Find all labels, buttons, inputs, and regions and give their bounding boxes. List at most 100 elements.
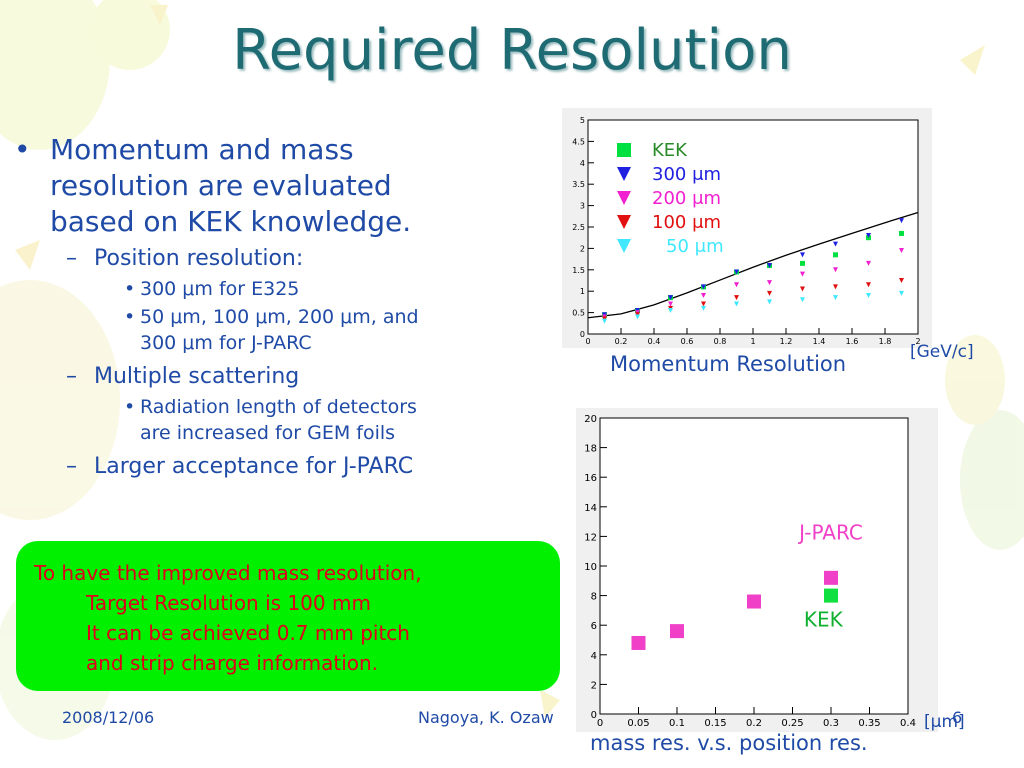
series-label: J-PARC [797, 520, 863, 544]
page-number: 6 [952, 708, 963, 727]
footer-author: Nagoya, K. Ozaw [418, 708, 554, 727]
mass-resolution-chart: 0 0.05 0.1 0.15 0.2 0.25 0.3 0.35 0.4 0 2 4 6 8 10 12 14… [576, 408, 938, 732]
data-point [701, 292, 706, 298]
plot-frame [587, 119, 919, 335]
data-point [767, 263, 772, 269]
data-point [767, 290, 772, 296]
y-tick-label: 1 [580, 287, 585, 296]
data-point [701, 305, 706, 311]
x-tick-label: 0.2 [746, 718, 762, 729]
sub-sub-bullet-item: • 300 μm for E325 [14, 276, 554, 302]
data-point [800, 252, 805, 258]
legend-marker [617, 191, 631, 205]
bullet-dot-icon: • [14, 133, 31, 166]
slide-title: Required Resolution [232, 18, 792, 83]
legend-marker [617, 239, 631, 253]
y-tick-label: 10 [584, 562, 597, 573]
data-point [899, 248, 904, 254]
data-point [635, 314, 640, 320]
x-tick-label: 1.6 [846, 337, 859, 346]
x-tick-label: 0.4 [648, 337, 661, 346]
dash-icon: – [66, 454, 77, 479]
y-tick-label: 18 [584, 444, 597, 455]
y-tick-label: 4 [591, 651, 597, 662]
legend-label: 50 μm [666, 236, 724, 257]
dash-icon: – [66, 246, 77, 271]
data-point [631, 635, 646, 650]
y-tick-label: 6 [591, 621, 597, 632]
sub-bullet-text: Position resolution: [94, 246, 304, 271]
y-tick-label: 5 [580, 116, 585, 125]
x-tick-label: 0 [585, 337, 590, 346]
x-tick-label: 0.3 [823, 718, 839, 729]
x-axis-unit: [μm] [924, 712, 965, 732]
x-tick-label: 0.4 [900, 718, 916, 729]
legend-label: 300 μm [652, 164, 721, 185]
data-point [734, 269, 739, 275]
data-point [668, 295, 673, 301]
x-tick-label: 1 [750, 337, 755, 346]
y-tick-label: 2 [591, 680, 597, 691]
y-tick-label: 2.5 [572, 223, 585, 232]
sub-sub-bullet-item: • Radiation length of detectors are incr… [14, 394, 554, 446]
x-tick-label: 1.8 [879, 337, 892, 346]
y-tick-label: 4 [580, 159, 585, 168]
y-tick-label: 0 [580, 330, 585, 339]
y-tick-label: 4.5 [572, 137, 585, 146]
callout-line: It can be achieved 0.7 mm pitch [86, 621, 410, 645]
sub-bullet-item: – Position resolution: [14, 244, 554, 274]
bullet-dot-icon: • [124, 278, 136, 300]
data-point [833, 267, 838, 273]
y-tick-label: 14 [584, 503, 597, 514]
data-point [701, 301, 706, 307]
legend-label: KEK [652, 140, 688, 161]
data-point [800, 286, 805, 292]
callout-line: Target Resolution is 100 mm [86, 591, 371, 615]
x-tick-label: 0.35 [858, 718, 880, 729]
y-tick-label: 8 [591, 592, 597, 603]
sub-bullet-item: – Multiple scattering [14, 362, 554, 392]
data-point [734, 295, 739, 301]
plot-frame [599, 417, 909, 715]
data-point [824, 588, 838, 603]
data-point [899, 218, 904, 224]
data-point [824, 570, 838, 585]
data-point [701, 284, 706, 290]
data-point [800, 260, 805, 266]
data-point [899, 290, 904, 296]
sub-sub-bullet-text: 300 μm for E325 [140, 278, 300, 300]
data-point [833, 241, 838, 247]
x-tick-label: 0.2 [615, 337, 628, 346]
x-tick-label: 0 [597, 718, 603, 729]
x-tick-label: 0.1 [669, 718, 685, 729]
bullet-dot-icon: • [124, 306, 136, 328]
y-tick-label: 1.5 [572, 266, 585, 275]
data-point [866, 282, 871, 288]
data-point [767, 299, 772, 305]
momentum-resolution-chart: 0 0.2 0.4 0.6 0.8 1 1.2 1.4 1.6 1.8 2 0 0.5 1 1.5 2 2.5 3… [562, 108, 932, 348]
data-point [833, 252, 838, 258]
x-tick-label: 2 [915, 337, 920, 346]
y-tick-label: 2 [580, 244, 585, 253]
sub-sub-bullet-text: are increased for GEM foils [140, 422, 396, 444]
x-tick-label: 0.25 [781, 718, 803, 729]
data-point [899, 230, 904, 236]
sub-bullet-text: Larger acceptance for J-PARC [94, 454, 414, 479]
y-tick-label: 3 [580, 202, 585, 211]
x-tick-label: 0.05 [627, 718, 649, 729]
legend-marker [617, 143, 631, 157]
x-axis-unit: [GeV/c] [910, 342, 974, 362]
x-tick-label: 0.6 [681, 337, 694, 346]
data-point [800, 297, 805, 303]
data-point [668, 307, 673, 313]
data-point [602, 318, 607, 324]
chart-caption: mass res. v.s. position res. [590, 731, 868, 755]
sub-bullet-text: Multiple scattering [94, 364, 300, 389]
x-tick-label: 0.15 [704, 718, 726, 729]
data-point [670, 624, 684, 639]
y-tick-label: 20 [584, 414, 597, 425]
bullet-item: • Momentum and mass resolution are evalu… [14, 132, 554, 240]
bullet-text-line: based on KEK knowledge. [50, 205, 412, 238]
data-point [833, 295, 838, 301]
